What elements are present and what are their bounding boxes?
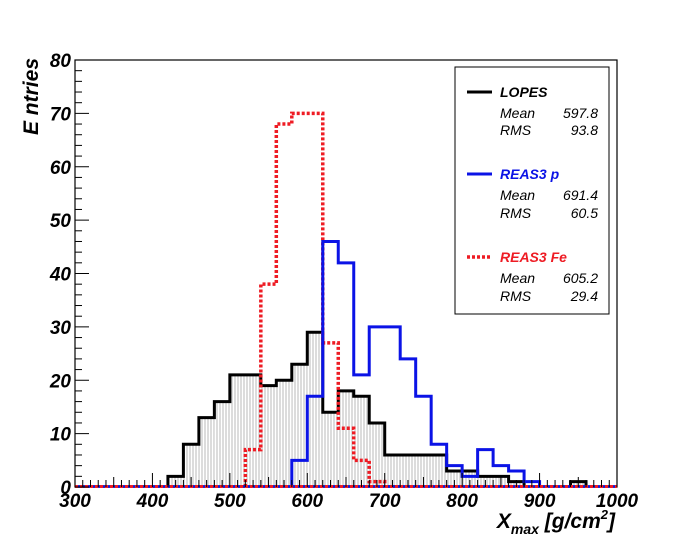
y-tick-label: 60 [50,158,72,179]
series-lopes-line [152,330,602,487]
legend-mean-reas3-fe: 605.2 [563,270,598,286]
legend-mean-reas3-p: 691.4 [563,187,598,203]
lopes-hatch-bin [291,364,308,487]
y-tick-label: 20 [49,371,72,392]
x-axis-title-unit: [g/cm [539,510,601,533]
x-axis-title: Xmax [g/cm2] [496,507,616,537]
x-tick-label: 700 [369,491,401,512]
x-tick-label: 800 [446,491,478,512]
legend-rms-reas3-p: 60.5 [571,205,598,221]
x-axis-title-sup: 2 [600,507,609,522]
legend: LOPES Mean 597.8 RMS 93.8 REAS3 p Mean 6… [454,66,610,315]
x-tick-label: 600 [291,491,323,512]
legend-box [454,66,610,315]
legend-mean-label-lopes: Mean [500,105,535,121]
lopes-hatch-bin [183,444,199,487]
y-tick-label: 10 [50,425,72,446]
lopes-hatch-bin [415,454,432,487]
lopes-hatch-bin [400,454,416,487]
lopes-hatch-bin [431,454,447,487]
legend-name-lopes: LOPES [500,84,548,100]
lopes-hatch-bin [338,390,354,487]
x-axis-title-close: ] [606,510,616,533]
x-tick-label: 500 [214,491,246,512]
legend-name-reas3-p: REAS3 p [500,166,560,182]
lopes-hatch-bin [307,332,323,487]
y-axis-title: E ntries [20,58,43,135]
x-tick-label: 400 [136,491,169,512]
y-axis: 0 10 20 30 40 50 60 70 80 [49,51,89,499]
x-tick-label: 300 [59,491,91,512]
lopes-hatch-bin [276,380,292,487]
y-tick-label: 40 [49,265,72,286]
x-axis: 300 400 500 600 700 800 900 1000 [59,473,639,512]
legend-mean-lopes: 597.8 [563,105,598,121]
legend-rms-reas3-fe: 29.4 [570,288,598,304]
y-tick-label: 30 [50,318,72,339]
legend-rms-label-reas3-p: RMS [500,205,532,221]
series-layer [152,111,602,487]
legend-mean-label-reas3-fe: Mean [500,270,535,286]
lopes-hatch-bin [446,470,463,487]
y-tick-label: 50 [50,211,72,232]
y-tick-label: 0 [60,478,71,499]
lopes-hatch-bin [322,412,339,487]
lopes-hatch-bin [198,417,215,487]
lopes-hatch-bin [229,374,246,487]
legend-name-reas3-fe: REAS3 Fe [500,249,567,265]
legend-rms-lopes: 93.8 [571,122,598,138]
lopes-hatch-bin [369,422,385,487]
series-reas3-p-line [290,239,556,487]
lopes-hatch-bin [260,385,277,487]
lopes-hatch-bin [353,396,370,487]
y-tick-label: 80 [50,51,72,72]
lopes-hatch-bin [384,454,401,487]
series-reas3-fe-line [243,111,401,487]
x-axis-title-sub: max [511,521,540,537]
legend-mean-label-reas3-p: Mean [500,187,535,203]
legend-rms-label-reas3-fe: RMS [500,288,532,304]
lopes-hatch-fill [167,332,587,487]
legend-rms-label-lopes: RMS [500,122,532,138]
lopes-hatch-bin [245,374,261,487]
x-tick-label: 1000 [596,491,639,512]
x-tick-label: 900 [524,491,556,512]
y-tick-label: 70 [50,104,72,125]
x-axis-title-main: X [496,510,513,533]
lopes-hatch-bin [214,401,230,487]
